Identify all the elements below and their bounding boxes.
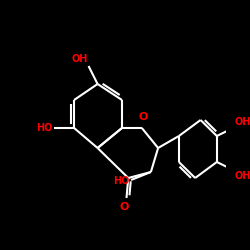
Text: O: O [138, 112, 147, 122]
Text: OH: OH [235, 117, 250, 127]
Text: OH: OH [235, 171, 250, 181]
Text: OH: OH [71, 54, 88, 64]
Text: HO: HO [36, 123, 52, 133]
Text: O: O [119, 202, 128, 212]
Text: HO: HO [113, 176, 129, 186]
